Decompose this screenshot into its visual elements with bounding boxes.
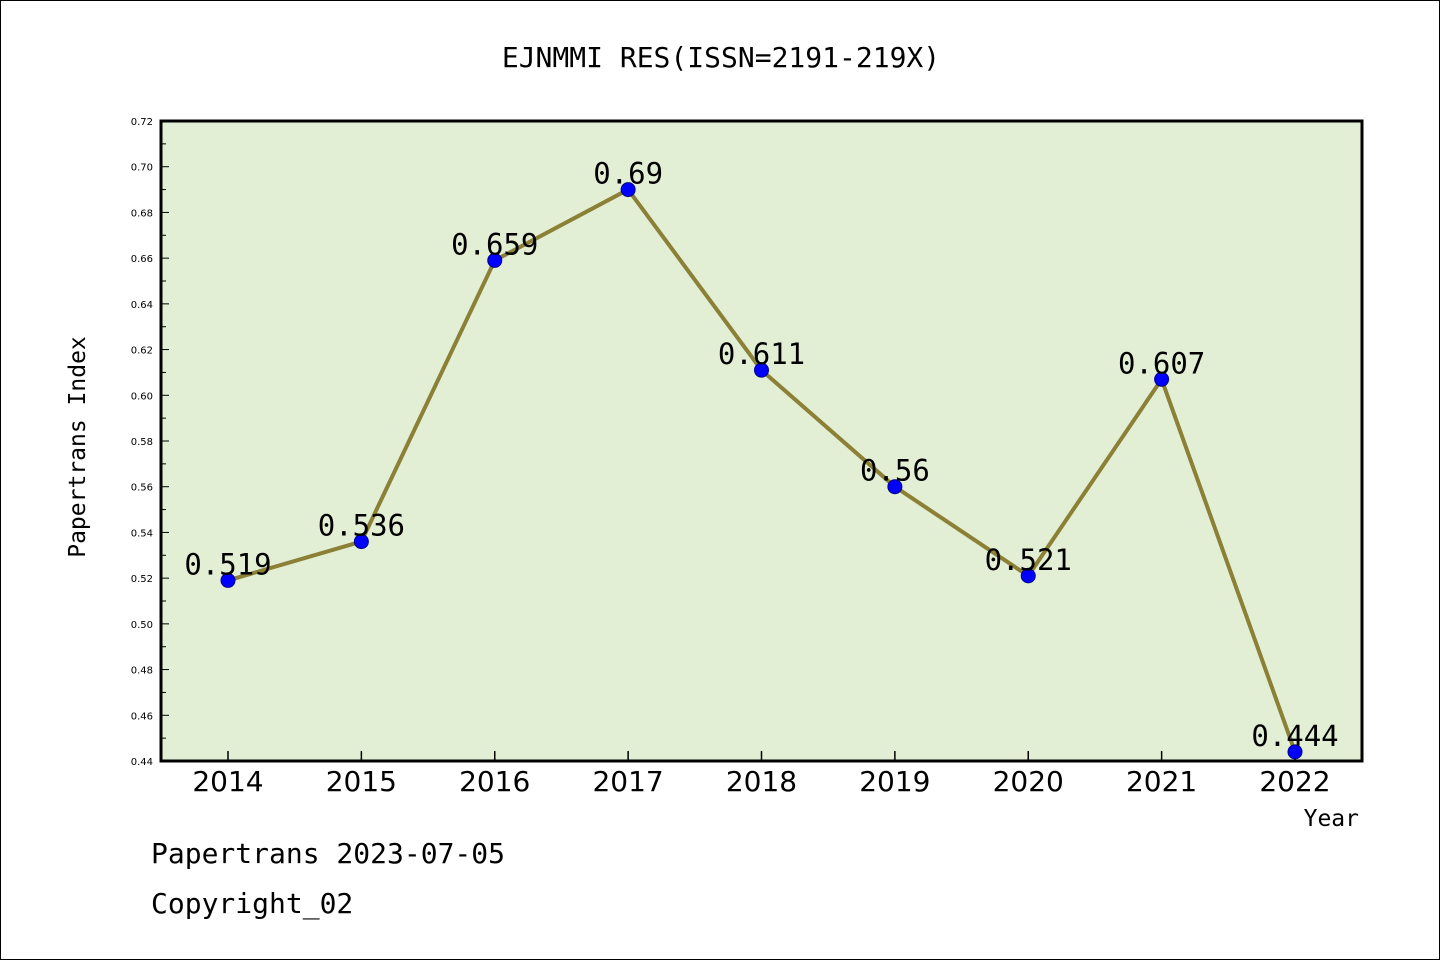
data-label: 0.69 <box>593 157 663 191</box>
x-tick-label: 2015 <box>326 765 397 798</box>
y-tick-label: 0.70 <box>131 163 153 174</box>
x-tick-label: 2020 <box>993 765 1064 798</box>
plot-area <box>159 119 1364 763</box>
y-tick-label: 0.44 <box>131 757 153 768</box>
y-tick-label: 0.56 <box>131 483 153 494</box>
y-axis-label: Papertrans Index <box>65 336 91 558</box>
data-label: 0.659 <box>451 227 538 261</box>
data-label: 0.536 <box>318 509 405 543</box>
y-tick-label: 0.46 <box>131 711 153 722</box>
series: 0.519 0.536 0.659 0.69 0.611 0.56 0.521 0.607 0.… <box>184 157 1339 760</box>
y-tick-label: 0.68 <box>131 208 153 219</box>
data-label: 0.519 <box>184 547 271 581</box>
y-tick-label: 0.60 <box>131 391 153 402</box>
y-tick-label: 0.66 <box>131 254 153 265</box>
x-tick-label: 2018 <box>726 765 797 798</box>
data-point <box>1287 744 1303 760</box>
y-tick-label: 0.72 <box>131 117 153 128</box>
y-axis: 0.44 0.46 0.48 0.50 0.52 0.54 0.56 0.58 0.60 0.62… <box>131 117 169 768</box>
x-tick-label: 2021 <box>1126 765 1197 798</box>
footer-source: Papertrans 2023-07-05 <box>151 837 506 870</box>
data-label: 0.521 <box>985 543 1072 577</box>
x-tick-label: 2019 <box>859 765 930 798</box>
y-tick-label: 0.62 <box>131 346 153 357</box>
x-axis: 2014 2015 2016 2017 2018 2019 2020 2021 2022 <box>192 751 1331 798</box>
footer-copyright: Copyright_02 <box>151 887 354 920</box>
y-tick-label: 0.58 <box>131 437 153 448</box>
data-label: 0.444 <box>1251 719 1338 753</box>
data-point <box>487 252 503 268</box>
x-tick-label: 2014 <box>192 765 263 798</box>
y-tick-label: 0.64 <box>131 300 153 311</box>
y-tick-label: 0.48 <box>131 666 153 677</box>
data-point <box>353 534 369 550</box>
y-tick-label: 0.50 <box>131 620 153 631</box>
x-tick-label: 2017 <box>592 765 663 798</box>
chart-title: EJNMMI RES(ISSN=2191-219X) <box>502 41 940 74</box>
data-point <box>220 572 236 588</box>
data-label: 0.611 <box>718 337 805 371</box>
data-point <box>1154 371 1170 387</box>
data-point <box>887 479 903 495</box>
x-tick-label: 2016 <box>459 765 530 798</box>
data-point <box>620 182 636 198</box>
data-point <box>754 362 769 378</box>
y-tick-label: 0.54 <box>131 528 153 539</box>
x-tick-label: 2022 <box>1259 765 1330 798</box>
data-point <box>1020 568 1036 584</box>
data-label: 0.56 <box>860 454 930 488</box>
data-label: 0.607 <box>1118 346 1205 380</box>
x-axis-label: Year <box>1304 806 1359 832</box>
y-tick-label: 0.52 <box>131 574 153 585</box>
